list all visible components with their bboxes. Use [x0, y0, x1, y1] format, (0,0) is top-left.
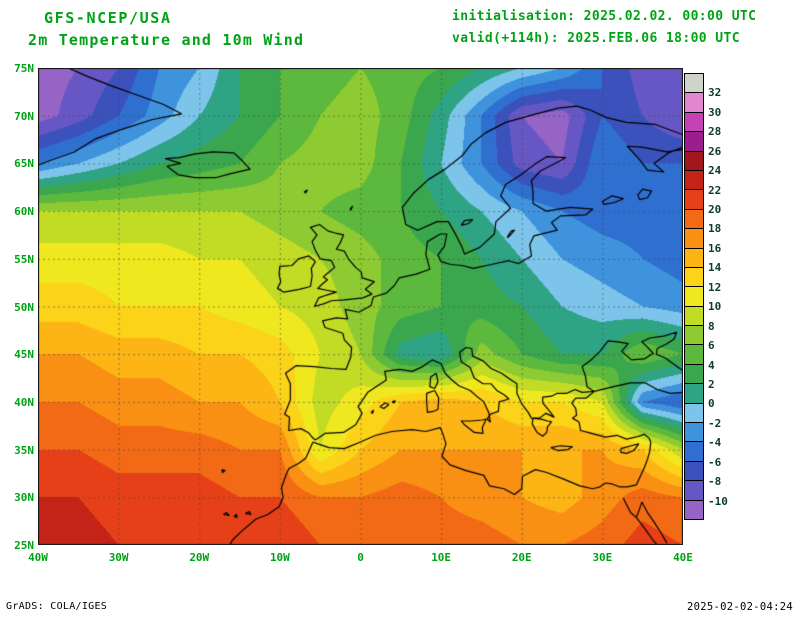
field-subtitle: 2m Temperature and 10m Wind	[28, 31, 305, 49]
colorbar-tick-label: 0	[708, 397, 715, 411]
colorbar-segment	[685, 74, 703, 94]
colorbar-segment	[685, 500, 703, 519]
lat-tick-label: 75N	[14, 62, 34, 75]
colorbar-segment	[685, 306, 703, 327]
latitude-axis: 75N 70N 65N 60N 55N 50N 45N 40N 35N 30N 25N	[0, 0, 36, 618]
lat-tick-label: 70N	[14, 109, 34, 123]
colorbar-tick-label: 22	[708, 183, 722, 197]
colorbar-segment	[685, 364, 703, 385]
lat-tick-label: 50N	[14, 300, 34, 314]
colorbar-tick-label: 26	[708, 144, 722, 158]
colorbar-tick-label: -8	[708, 475, 722, 489]
colorbar-tick-label: 2	[708, 377, 715, 391]
colorbar-tick-label: 16	[708, 241, 722, 255]
lon-tick-label: 40W	[28, 551, 48, 564]
colorbar-segment	[685, 93, 703, 113]
lon-tick-label: 10E	[431, 551, 452, 564]
colorbar-segment	[685, 384, 703, 404]
lat-tick-label: 60N	[14, 205, 34, 219]
colorbar-tick-label: 10	[708, 300, 722, 314]
lat-tick-label: 30N	[14, 491, 34, 505]
lon-tick-label: 30E	[592, 551, 613, 564]
colorbar-segment	[685, 481, 703, 501]
colorbar-segment	[685, 326, 703, 346]
colorbar-tick-labels: 32 30 28 26 24 22 20 18 16 14 12 10 8 6 4 2 0 -2 -4 -6 -8 -10	[708, 0, 768, 618]
lat-tick-label: 25N	[14, 539, 34, 552]
lat-tick-label: 65N	[14, 157, 34, 171]
initialisation-time: initialisation: 2025.02.02. 00:00 UTC	[452, 9, 757, 24]
creation-timestamp: 2025-02-02-04:24	[687, 601, 793, 613]
lat-tick-label: 45N	[14, 348, 34, 362]
colorbar-segment	[685, 132, 703, 152]
colorbar-tick-label: 24	[708, 164, 722, 178]
colorbar-tick-label: 18	[708, 222, 722, 236]
colorbar-segment	[685, 248, 703, 268]
colorbar-segment	[685, 345, 703, 365]
colorbar-segment	[685, 112, 703, 133]
colorbar-segment	[685, 229, 703, 249]
colorbar-tick-label: 28	[708, 125, 722, 139]
lon-tick-label: 10W	[269, 551, 290, 564]
colorbar-tick-label: 8	[708, 319, 715, 333]
colorbar-segment	[685, 209, 703, 230]
colorbar-segment	[685, 442, 703, 462]
colorbar-tick-label: 12	[708, 280, 722, 294]
lon-tick-label: 0	[357, 551, 364, 564]
colorbar-segment	[685, 403, 703, 424]
colorbar-tick-label: 6	[708, 339, 715, 353]
lon-tick-label: 30W	[108, 551, 129, 564]
colorbar-segment	[685, 423, 703, 443]
colorbar-segment	[685, 461, 703, 482]
colorbar-tick-label: -4	[708, 436, 722, 450]
model-title: GFS-NCEP/USA	[44, 9, 172, 27]
colorbar-tick-label: -6	[708, 455, 722, 469]
colorbar-segment	[685, 267, 703, 288]
colorbar-segment	[685, 151, 703, 171]
lon-tick-label: 40E	[673, 551, 693, 564]
colorbar-tick-label: 4	[708, 358, 715, 372]
lon-tick-label: 20E	[511, 551, 532, 564]
colorbar-segment	[685, 287, 703, 307]
colorbar-segment	[685, 190, 703, 210]
lon-tick-label: 20W	[189, 551, 210, 564]
lat-tick-label: 35N	[14, 443, 34, 457]
colorbar-tick-label: -2	[708, 416, 722, 430]
grads-credit: GrADS: COLA/IGES	[6, 601, 108, 612]
colorbar-tick-label: -10	[708, 494, 728, 508]
temperature-colorbar	[684, 73, 704, 520]
colorbar-segment	[685, 170, 703, 191]
colorbar-tick-label: 30	[708, 105, 722, 119]
lat-tick-label: 55N	[14, 252, 34, 266]
temperature-map-canvas	[38, 68, 683, 545]
valid-time: valid(+114h): 2025.FEB.06 18:00 UTC	[452, 31, 740, 46]
lat-tick-label: 40N	[14, 395, 34, 409]
colorbar-tick-label: 32	[708, 86, 722, 100]
colorbar-tick-label: 14	[708, 261, 722, 275]
colorbar-tick-label: 20	[708, 203, 722, 217]
